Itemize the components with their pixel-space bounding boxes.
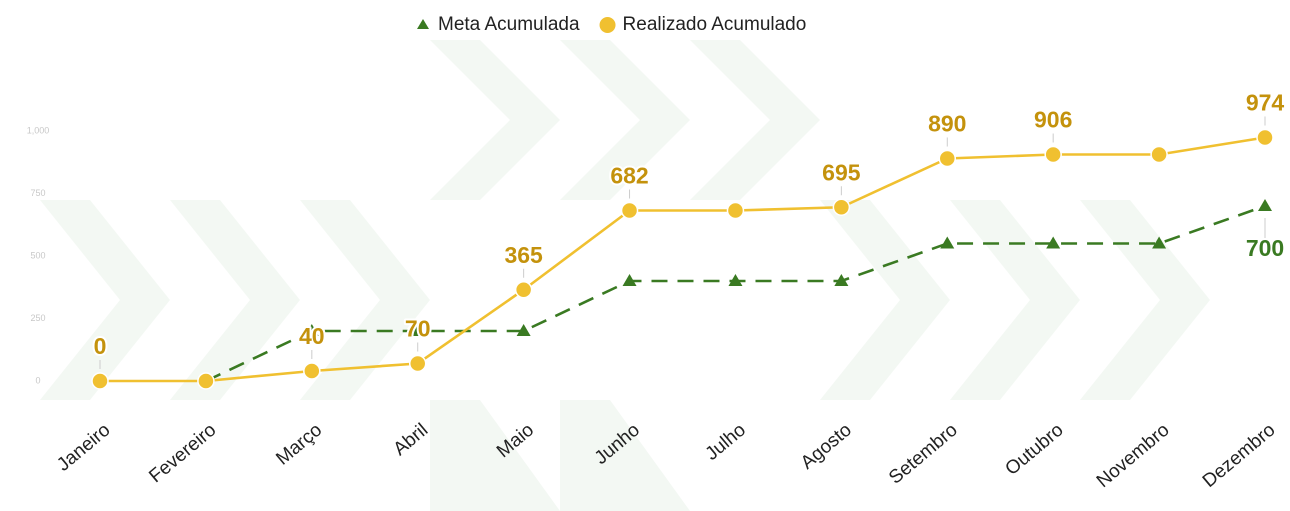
point-marker xyxy=(303,362,321,380)
x-tick-label: Outubro xyxy=(1002,420,1068,480)
data-label: 0 xyxy=(94,333,107,359)
point-marker xyxy=(620,201,639,220)
x-tick-label: Julho xyxy=(702,420,750,465)
point-marker xyxy=(1044,145,1062,164)
series-line xyxy=(100,136,1266,383)
data-label: 890 xyxy=(928,111,966,137)
x-tick-label: Fevereiro xyxy=(145,420,220,488)
x-tick-label: Abril xyxy=(390,420,433,461)
point-marker xyxy=(91,372,109,390)
point-marker xyxy=(197,372,215,390)
point-marker xyxy=(726,201,745,220)
point-marker xyxy=(1256,128,1274,147)
point-marker xyxy=(834,274,849,286)
x-tick-label: Setembro xyxy=(885,420,962,489)
background-chevrons xyxy=(40,40,1210,511)
x-tick-label: Agosto xyxy=(797,420,856,474)
point-marker xyxy=(514,281,533,299)
point-marker xyxy=(1258,199,1272,211)
point-marker xyxy=(304,324,319,336)
point-marker xyxy=(940,236,955,249)
x-tick-label: Dezembro xyxy=(1199,420,1280,492)
point-marker xyxy=(938,149,957,168)
data-label: 695 xyxy=(822,159,861,185)
data-label: 700 xyxy=(1246,235,1284,261)
y-tick-label: 750 xyxy=(30,188,45,198)
data-label: 40 xyxy=(299,323,325,349)
x-tick-label: Novembro xyxy=(1093,420,1174,492)
legend-label: Meta Acumulada xyxy=(438,14,580,35)
data-label: 682 xyxy=(610,163,648,189)
point-marker xyxy=(622,274,637,286)
y-tick-label: 250 xyxy=(30,313,45,323)
data-label: 365 xyxy=(504,242,543,268)
legend-marker xyxy=(599,17,616,33)
y-tick-label: 0 xyxy=(35,375,40,385)
point-marker xyxy=(1152,236,1167,249)
data-label: 70 xyxy=(405,316,431,342)
point-marker xyxy=(516,324,531,336)
point-marker xyxy=(1150,145,1168,164)
point-marker xyxy=(832,198,851,216)
data-label: 906 xyxy=(1034,107,1072,133)
legend-label: Realizado Acumulado xyxy=(623,14,807,35)
point-marker xyxy=(410,324,425,336)
data-label: 974 xyxy=(1246,90,1285,116)
y-tick-label: 1,000 xyxy=(27,125,50,135)
point-marker xyxy=(1046,236,1061,249)
point-marker xyxy=(728,274,743,286)
x-tick-label: Março xyxy=(272,420,326,470)
legend-marker xyxy=(417,19,429,29)
y-tick-label: 500 xyxy=(30,250,45,260)
point-marker xyxy=(408,354,427,373)
x-tick-label: Janeiro xyxy=(53,420,114,476)
